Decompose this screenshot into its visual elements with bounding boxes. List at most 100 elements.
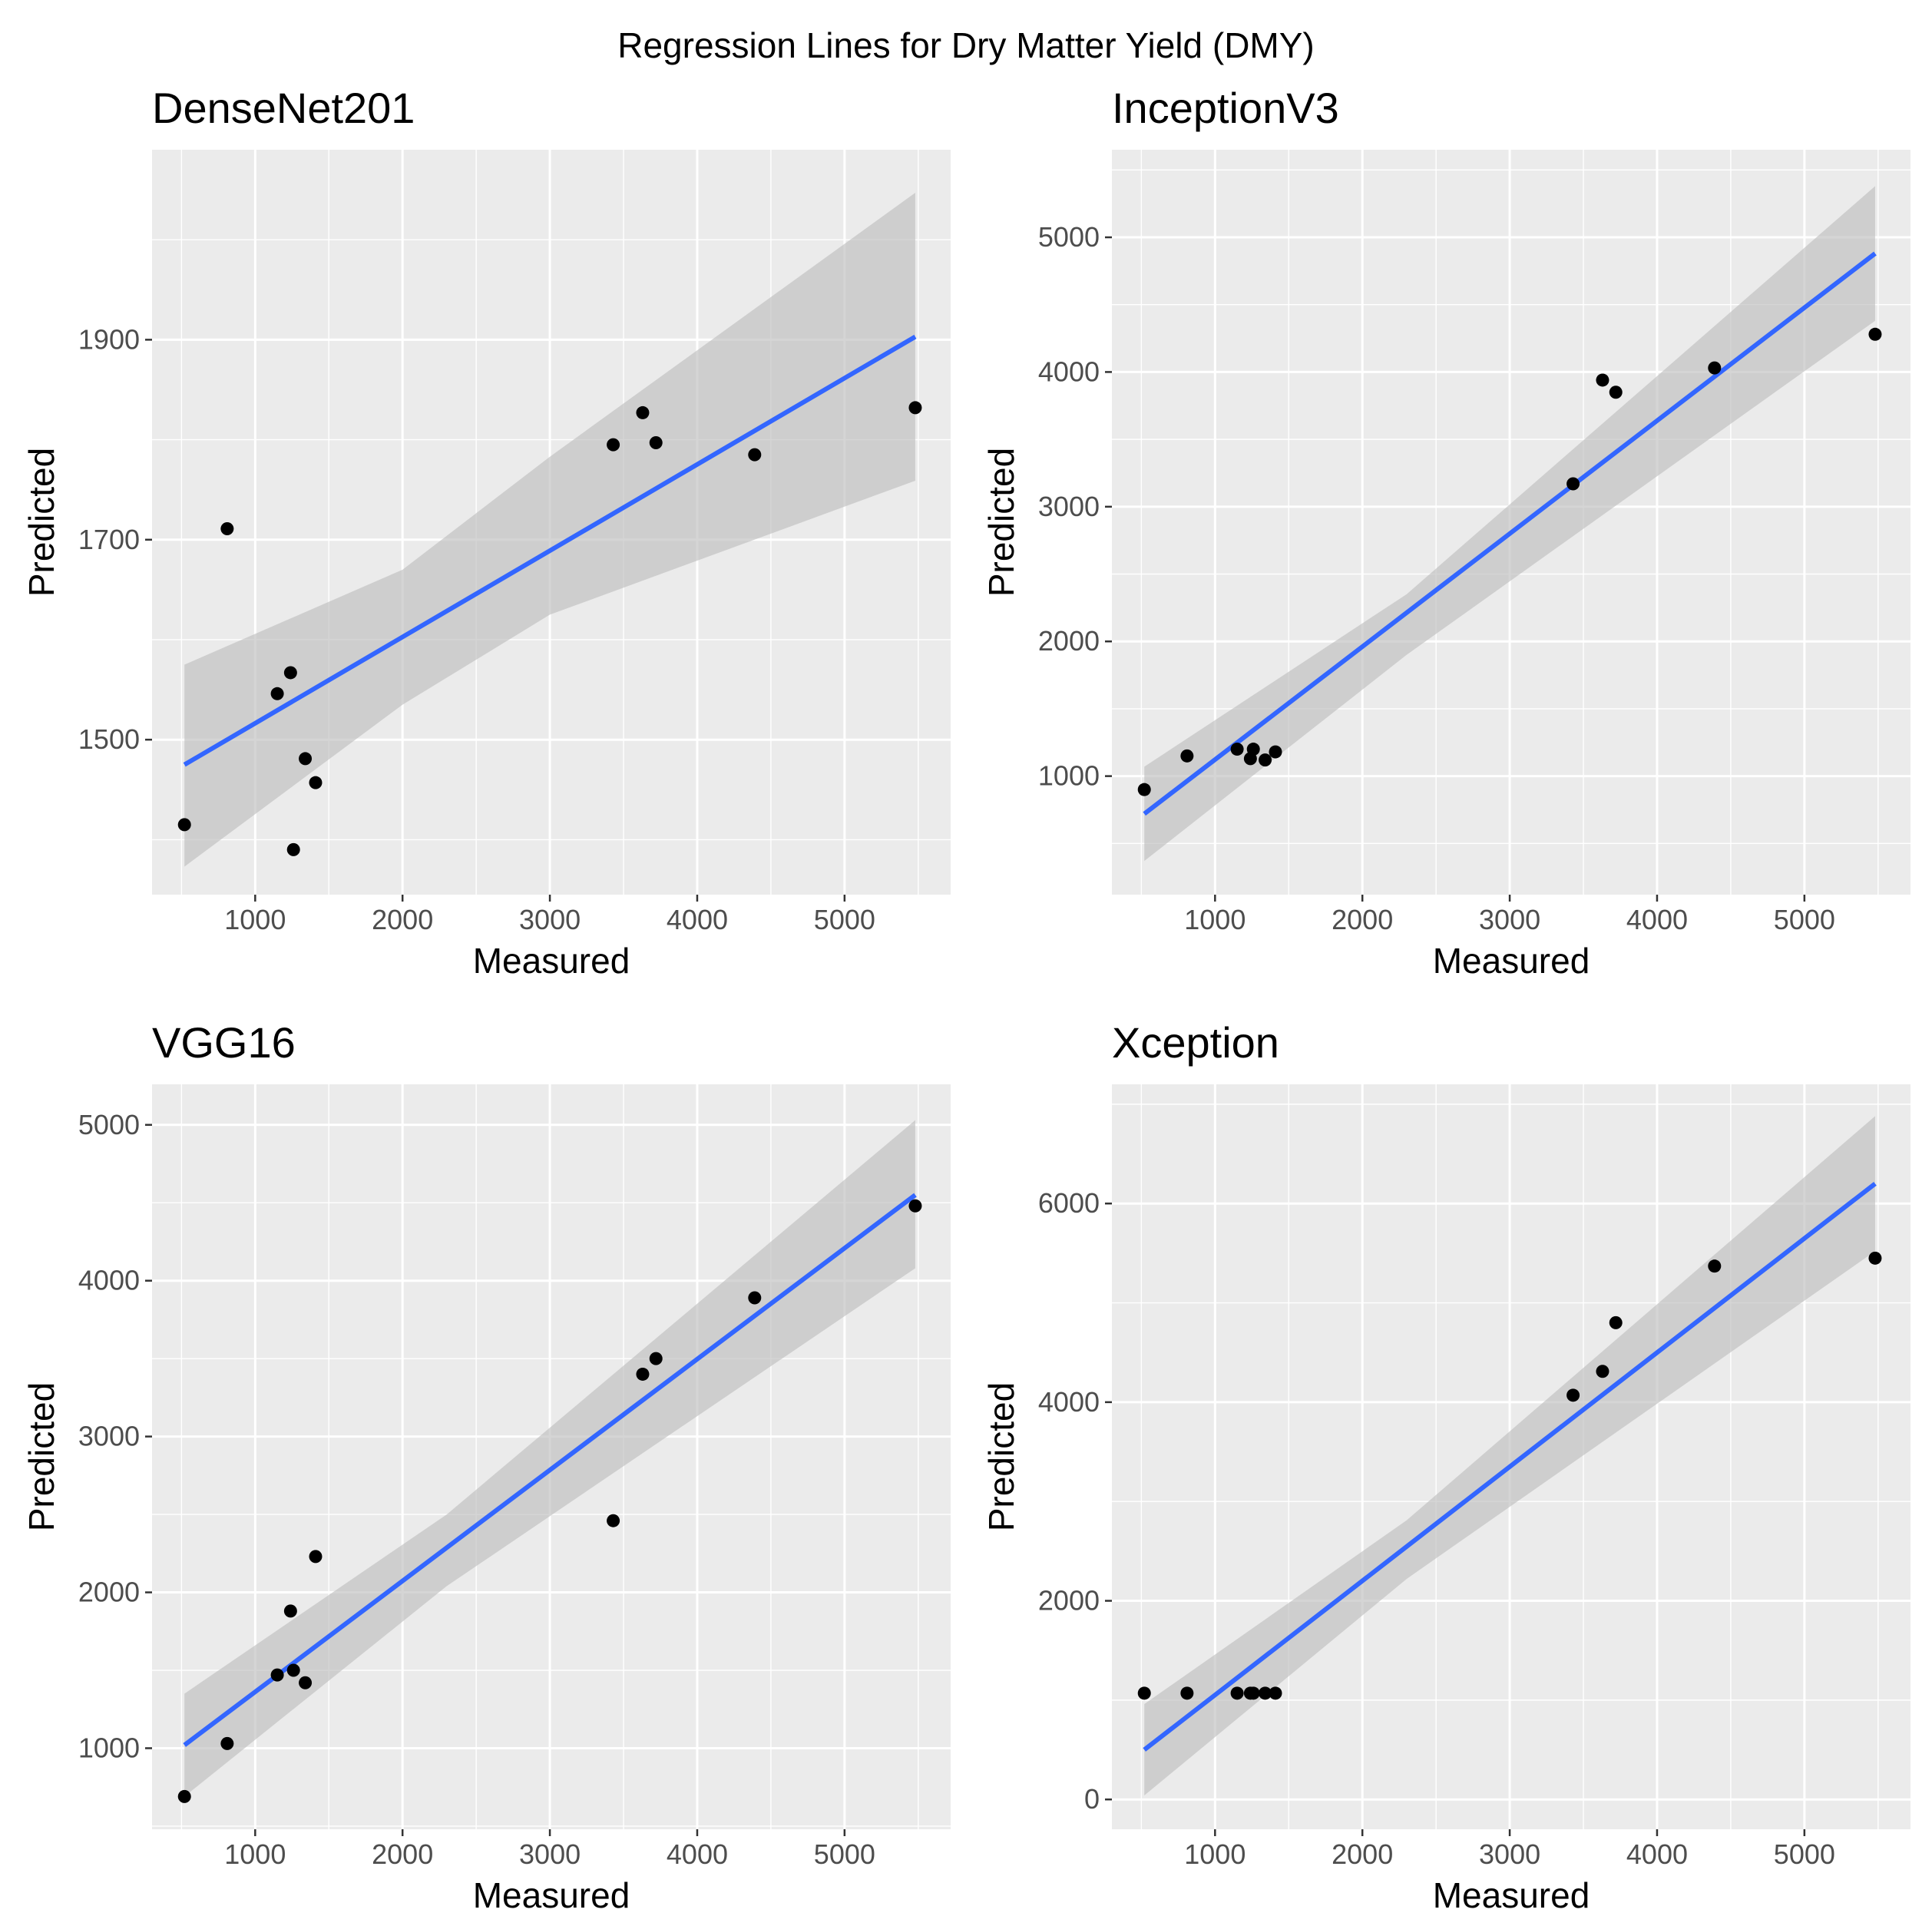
x-tick-label: 4000: [667, 904, 728, 935]
data-point: [220, 1736, 234, 1750]
y-tick-label: 4000: [1038, 1386, 1100, 1418]
x-tick-label: 3000: [519, 1838, 581, 1870]
data-point: [636, 405, 650, 419]
panel-title: Xception: [1112, 1018, 1279, 1067]
data-point: [908, 1199, 922, 1213]
data-point: [1230, 1686, 1244, 1700]
y-tick-label: 4000: [78, 1265, 140, 1296]
y-tick-label: 2000: [1038, 1585, 1100, 1617]
regression-line: [183, 1193, 917, 1747]
data-point: [1137, 1686, 1151, 1700]
data-point: [1269, 745, 1282, 759]
data-point: [1180, 749, 1194, 763]
data-point: [286, 1663, 300, 1677]
x-tick-label: 1000: [224, 1838, 286, 1870]
y-tick-label: 1000: [1038, 760, 1100, 792]
data-point: [1566, 477, 1580, 491]
y-tick-label: 1700: [78, 524, 140, 555]
data-point: [1259, 753, 1272, 767]
y-tick-label: 1900: [78, 323, 140, 355]
data-point: [1868, 327, 1882, 341]
x-tick-label: 5000: [1774, 904, 1835, 935]
x-tick-label: 5000: [814, 904, 875, 935]
data-point: [607, 438, 620, 452]
y-tick-label: 5000: [1038, 221, 1100, 253]
y-tick-label: 1500: [78, 723, 140, 755]
confidence-band: [1144, 186, 1875, 862]
data-point: [1246, 1686, 1260, 1700]
data-point: [1246, 743, 1260, 756]
data-point: [1566, 1388, 1580, 1402]
y-tick-label: 0: [1084, 1783, 1100, 1815]
regression-line: [183, 334, 917, 767]
data-point: [299, 752, 313, 766]
confidence-band: [184, 1120, 915, 1797]
y-tick-label: 6000: [1038, 1187, 1100, 1219]
x-axis-title: Measured: [473, 941, 630, 981]
data-point: [649, 435, 663, 449]
data-point: [177, 1789, 191, 1803]
confidence-band: [1144, 1116, 1875, 1796]
x-axis-title: Measured: [473, 1875, 630, 1915]
x-tick-label: 4000: [1626, 904, 1688, 935]
data-point: [270, 687, 284, 700]
data-point: [1230, 743, 1244, 756]
data-point: [1708, 1259, 1722, 1273]
x-tick-label: 2000: [372, 904, 433, 935]
x-tick-label: 4000: [1626, 1838, 1688, 1870]
panels: 1000 2000 3000 4000 5000 1500 1700 1900 DenseNet…: [22, 84, 1910, 1915]
data-point: [1180, 1686, 1194, 1700]
figure-title: Regression Lines for Dry Matter Yield (D…: [617, 25, 1315, 65]
y-axis-title: Predicted: [22, 1382, 61, 1531]
data-point: [220, 521, 234, 535]
data-point: [309, 1550, 323, 1564]
data-point: [908, 401, 922, 415]
y-tick-label: 4000: [1038, 356, 1100, 387]
y-axis-title: Predicted: [981, 1382, 1021, 1531]
x-axis-title: Measured: [1433, 1875, 1590, 1915]
panel-densenet201: 1000 2000 3000 4000 5000 1500 1700 1900 DenseNet…: [22, 84, 951, 981]
y-tick-label: 3000: [78, 1421, 140, 1452]
data-point: [649, 1352, 663, 1365]
y-tick-label: 1000: [78, 1732, 140, 1763]
data-point: [286, 842, 300, 856]
x-tick-label: 4000: [667, 1838, 728, 1870]
y-tick-label: 2000: [1038, 625, 1100, 657]
confidence-band: [184, 192, 915, 867]
panel-xception: 1000 2000 3000 4000 5000 0 2000 4000 6000 Xceptio…: [981, 1018, 1910, 1915]
x-tick-label: 2000: [1332, 904, 1393, 935]
x-tick-label: 1000: [1184, 904, 1246, 935]
x-tick-label: 1000: [224, 904, 286, 935]
x-tick-label: 5000: [1774, 1838, 1835, 1870]
panel-title: VGG16: [152, 1018, 296, 1067]
data-point: [1596, 373, 1609, 387]
data-point: [1259, 1686, 1272, 1700]
regression-line: [1143, 1181, 1877, 1752]
data-point: [748, 1291, 762, 1305]
y-axis-title: Predicted: [22, 448, 61, 597]
x-tick-label: 3000: [519, 904, 581, 935]
panel-inceptionv3: 1000 2000 3000 4000 5000 1000 2000 3000 4000 5000…: [981, 84, 1910, 981]
y-axis-title: Predicted: [981, 448, 1021, 597]
data-point: [1269, 1686, 1282, 1700]
x-tick-label: 3000: [1479, 1838, 1540, 1870]
panel-title: InceptionV3: [1112, 84, 1339, 132]
data-point: [283, 666, 297, 680]
data-point: [1609, 1315, 1623, 1329]
data-point: [1596, 1365, 1609, 1378]
panel-vgg16: 1000 2000 3000 4000 5000 1000 2000 3000 4000 5000…: [22, 1018, 951, 1915]
data-point: [1708, 361, 1722, 375]
y-tick-label: 3000: [1038, 491, 1100, 522]
x-tick-label: 3000: [1479, 904, 1540, 935]
x-tick-label: 2000: [1332, 1838, 1393, 1870]
x-tick-label: 1000: [1184, 1838, 1246, 1870]
x-tick-label: 2000: [372, 1838, 433, 1870]
x-axis-title: Measured: [1433, 941, 1590, 981]
x-tick-label: 5000: [814, 1838, 875, 1870]
data-point: [636, 1367, 650, 1381]
y-tick-label: 5000: [78, 1109, 140, 1140]
data-point: [1609, 386, 1623, 399]
data-point: [748, 448, 762, 462]
panel-title: DenseNet201: [152, 84, 415, 132]
